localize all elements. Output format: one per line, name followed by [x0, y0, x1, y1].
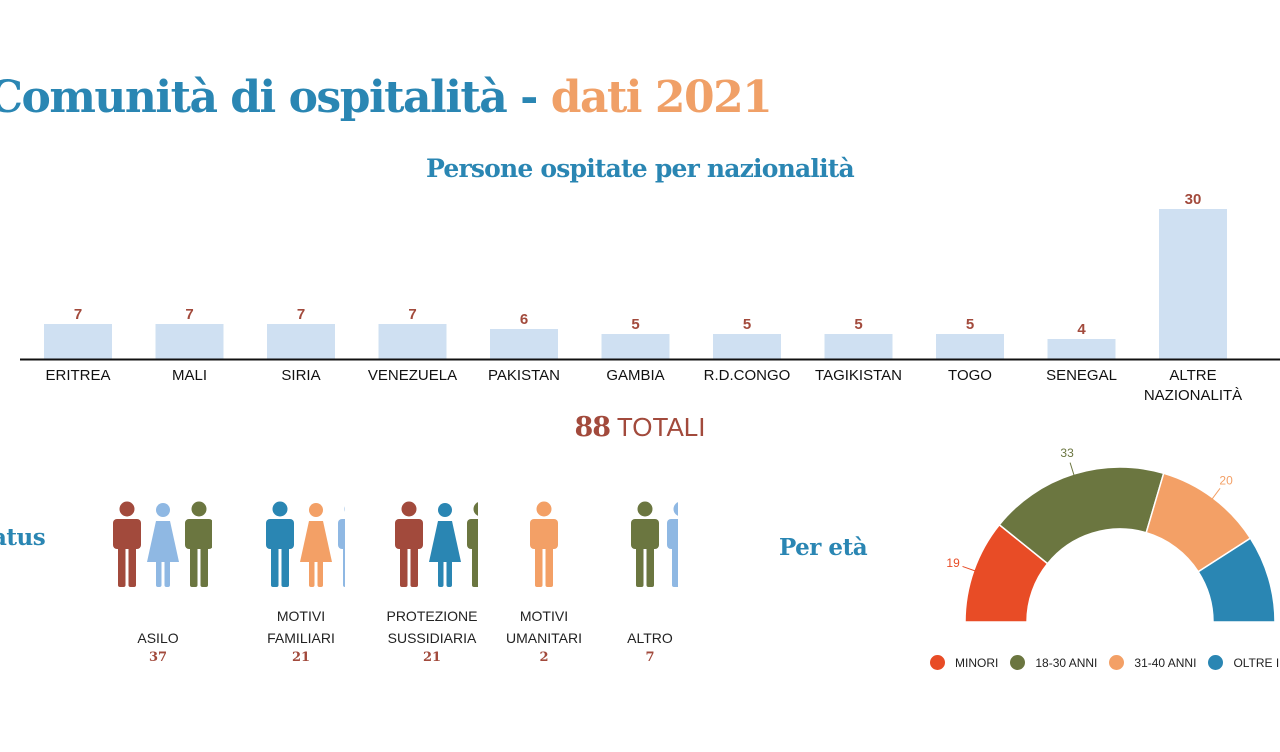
status-value: 21 — [291, 650, 311, 665]
title-separator: - — [520, 72, 538, 123]
bar — [824, 334, 893, 359]
slice-value-label: 33 — [1060, 446, 1074, 460]
status-label-text: MOTIVI UMANITARI — [506, 608, 582, 646]
legend-label: OLTRE I — [1233, 655, 1280, 670]
person-icon — [300, 503, 332, 587]
bar — [155, 324, 224, 359]
status-pictogram — [628, 500, 678, 588]
legend-label: MINORI — [955, 655, 999, 670]
legend-swatch — [930, 655, 945, 670]
legend-item: 18-30 ANNI — [1010, 655, 1097, 670]
age-legend: MINORI 18-30 ANNI 31-40 ANNI OLTRE I — [930, 655, 1280, 670]
title-main: Comunità di ospitalità — [0, 72, 508, 123]
status-heading: atus — [0, 524, 46, 551]
totals-label: TOTALI — [616, 412, 706, 442]
legend-swatch — [1010, 655, 1026, 670]
bar — [378, 324, 447, 359]
title-accent: dati 2021 — [550, 72, 773, 123]
status-label-text: ASILO — [137, 630, 179, 646]
slice-leader-line — [1069, 462, 1075, 477]
bar-value-label: 7 — [408, 306, 416, 323]
status-pictogram — [110, 500, 212, 588]
bar — [601, 334, 670, 359]
status-label-text: MOTIVI FAMILIARI — [267, 608, 335, 646]
category-label: MALI — [172, 367, 207, 384]
donut-slice — [1197, 537, 1276, 623]
bar-value-label: 5 — [743, 316, 751, 333]
status-pictogram — [527, 500, 561, 588]
page-title: Comunità di ospitalità - dati 2021 — [0, 72, 773, 123]
bar — [267, 324, 335, 359]
status-label: ASILO — [88, 603, 228, 649]
status-value: 7 — [645, 650, 655, 665]
bar-value-label: 30 — [1185, 191, 1202, 208]
status-label: PROTEZIONE SUSSIDIARIA — [362, 603, 502, 649]
person-icon — [338, 506, 345, 587]
person-icon — [667, 502, 678, 587]
person-icon — [185, 501, 212, 587]
bar-value-label: 5 — [854, 316, 862, 333]
bar — [1159, 209, 1227, 359]
totals-number: 88 — [574, 412, 612, 443]
bar-value-label: 5 — [631, 316, 639, 333]
slice-value-label: 19 — [946, 556, 960, 570]
status-pictogram — [392, 500, 478, 588]
legend-item: OLTRE I — [1208, 655, 1279, 670]
bar — [1047, 339, 1116, 359]
bar-chart-title: Persone ospitate per nazionalità — [426, 154, 855, 183]
person-icon — [113, 501, 141, 587]
legend-swatch — [1109, 655, 1125, 670]
status-label-text: PROTEZIONE SUSSIDIARIA — [386, 608, 478, 646]
status-label: MOTIVI UMANITARI — [474, 603, 614, 649]
status-label: ALTRO — [580, 603, 720, 649]
bar-value-label: 4 — [1077, 321, 1086, 338]
bar-value-label: 7 — [74, 306, 82, 323]
category-label: PAKISTAN — [488, 367, 560, 384]
slice-leader-line — [962, 565, 976, 572]
category-label: SENEGAL — [1046, 367, 1117, 384]
bar-value-label: 7 — [297, 306, 305, 323]
slice-leader-line — [1211, 488, 1221, 500]
bar-value-label: 7 — [185, 306, 193, 323]
person-icon — [530, 501, 558, 587]
category-label: NAZIONALITÀ — [1144, 387, 1242, 404]
nationality-bar-chart: 7 ERITREA 7 MALI 7 SIRIA 7 VENEZUELA 6 PAKISTAN 5 G… — [20, 191, 1280, 404]
bar — [713, 334, 781, 359]
category-label: VENEZUELA — [368, 367, 457, 384]
bar — [490, 329, 558, 359]
status-value: 21 — [422, 650, 442, 665]
bar — [44, 324, 112, 359]
category-label: TOGO — [948, 367, 992, 384]
totals: 88 TOTALI — [0, 412, 1280, 443]
slice-value-label: 20 — [1219, 473, 1233, 487]
person-icon — [395, 501, 423, 587]
category-label: ERITREA — [45, 367, 110, 384]
person-icon — [631, 501, 659, 587]
person-icon — [467, 502, 478, 587]
bar-value-label: 6 — [520, 311, 528, 328]
category-label: TAGIKISTAN — [815, 367, 902, 384]
status-value: 2 — [539, 650, 549, 665]
legend-swatch — [1208, 655, 1224, 670]
person-icon — [266, 501, 294, 587]
status-label-text: ALTRO — [627, 630, 673, 646]
category-label: SIRIA — [281, 367, 320, 384]
category-label: GAMBIA — [606, 367, 664, 384]
category-label: R.D.CONGO — [704, 367, 791, 384]
status-pictogram — [263, 500, 345, 588]
status-value: 37 — [148, 650, 168, 665]
person-icon — [429, 503, 461, 587]
category-label: ALTRE — [1169, 367, 1216, 384]
legend-item: 31-40 ANNI — [1109, 655, 1196, 670]
legend-label: 31-40 ANNI — [1134, 655, 1197, 670]
status-label: MOTIVI FAMILIARI — [231, 603, 371, 649]
bar-value-label: 5 — [966, 316, 974, 333]
bar — [936, 334, 1004, 359]
legend-item: MINORI — [930, 655, 998, 670]
person-icon — [147, 503, 179, 587]
legend-label: 18-30 ANNI — [1035, 655, 1098, 670]
age-heading: Per età — [779, 534, 868, 561]
